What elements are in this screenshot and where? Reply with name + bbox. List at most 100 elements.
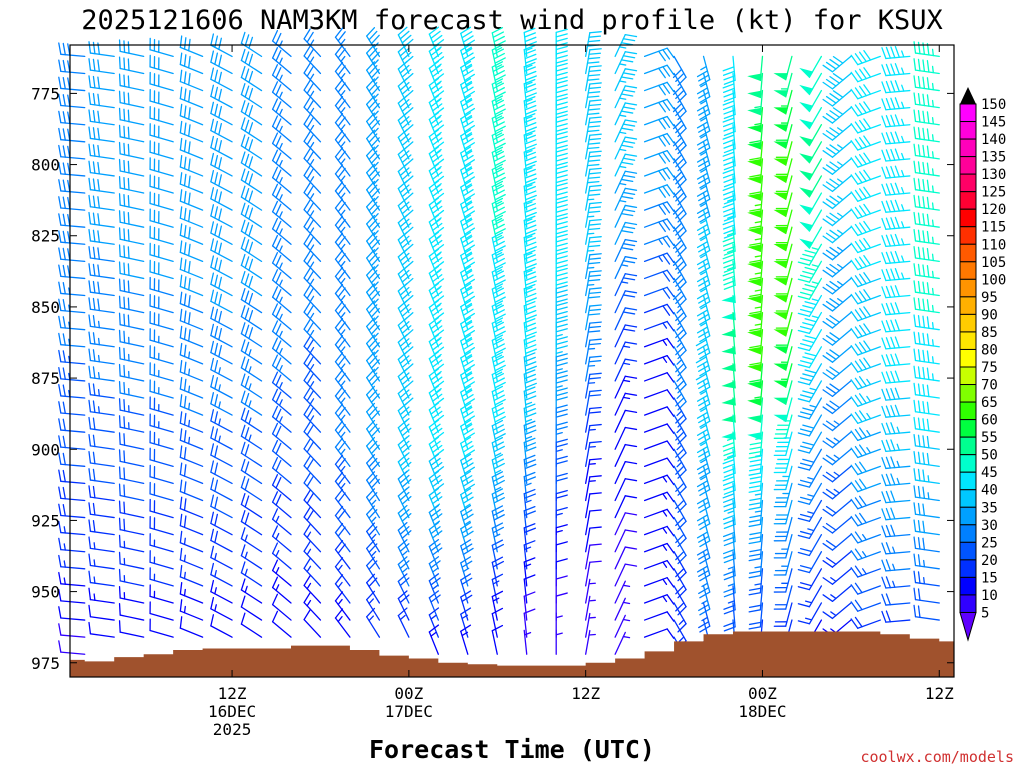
wind-barb [428,607,440,638]
wind-barb [773,55,793,81]
wind-barb [303,62,322,92]
wind-barb [303,506,322,536]
wind-barb [797,602,823,625]
wind-barb [271,47,292,75]
wind-barb [643,423,675,434]
wind-barb [822,209,852,227]
wind-barb [523,318,537,348]
wind-barb [822,89,852,107]
wind-barb [179,240,204,263]
wind-barb [747,175,764,201]
wind-barb [240,407,263,433]
colorbar-label: 30 [981,518,998,534]
wind-barb [118,56,145,75]
wind-barb [523,266,537,297]
colorbar-swatch [959,278,977,298]
wind-barb [149,140,174,160]
wind-barb [428,402,445,433]
wind-barb [881,250,911,265]
wind-barb [614,256,638,280]
wind-barb [179,582,204,604]
colorbar-swatch [959,191,977,210]
colorbar-label: 35 [981,500,998,516]
wind-barb [696,311,711,343]
wind-barb [428,573,441,604]
wind-barb [240,219,263,245]
wind-barb [696,397,711,428]
wind-barb [210,238,233,263]
wind-barb [773,363,793,389]
wind-barb [773,516,793,542]
wind-barb [303,353,322,382]
wind-barb [58,435,86,450]
wind-barb [797,380,823,403]
wind-barb [397,26,414,58]
wind-barb [913,433,940,450]
wind-barb [881,165,911,179]
wind-barb [555,284,568,314]
wind-barb [149,293,174,314]
wind-barb [585,133,602,160]
colorbar-label: 70 [981,378,998,394]
colorbar-label: 80 [981,342,998,358]
wind-barb [585,578,596,604]
wind-barb [271,217,292,245]
wind-barb [523,420,537,450]
colorbar-label: 40 [981,483,998,499]
wind-barb [773,175,793,201]
wind-barb [491,95,506,126]
wind-barb [88,553,115,570]
colorbar-swatch [959,419,977,438]
wind-barb [397,402,412,433]
wind-barb [797,534,823,557]
colorbar-label: 120 [981,202,1006,218]
wind-barb [240,441,263,467]
wind-barb [240,322,263,348]
wind-barb [850,599,881,612]
wind-barb [822,397,852,415]
wind-barb [614,461,638,485]
wind-barb [523,471,536,502]
wind-barb [913,502,940,519]
wind-barb [240,510,263,536]
wind-barb [643,167,675,181]
wind-barb [773,226,793,252]
wind-barb [913,109,940,126]
wind-barb [822,568,852,585]
wind-barb [695,346,711,377]
wind-barb [773,124,793,149]
wind-barb [773,551,793,576]
wind-barb [88,58,115,75]
wind-barb [88,211,115,228]
wind-barb [271,491,292,519]
wind-barb [88,41,115,58]
wind-barb [695,363,711,394]
colorbar-label: 55 [981,430,998,446]
wind-barb [210,579,233,604]
wind-barb [881,353,911,367]
wind-barb [585,389,602,416]
colorbar-swatch [959,471,977,491]
colorbar-label: 15 [981,570,998,586]
plot-area [58,26,955,678]
wind-barb [210,545,233,570]
colorbar-swatch [959,611,977,642]
wind-barb [271,252,292,280]
wind-barb [491,624,504,655]
wind-barb [428,453,445,485]
wind-barb [210,221,233,245]
wind-barb [303,438,322,467]
wind-barb [303,113,322,143]
wind-barb [118,449,145,467]
wind-barb [555,353,568,382]
wind-barb [555,267,568,297]
wind-barb [585,48,602,75]
wind-barb [210,101,233,126]
wind-barb [334,232,351,263]
wind-barb [460,77,476,109]
wind-barb [773,346,793,371]
wind-barb [614,153,638,177]
wind-barb [118,363,145,382]
colorbar-swatch [959,173,977,193]
wind-barb [585,116,602,143]
